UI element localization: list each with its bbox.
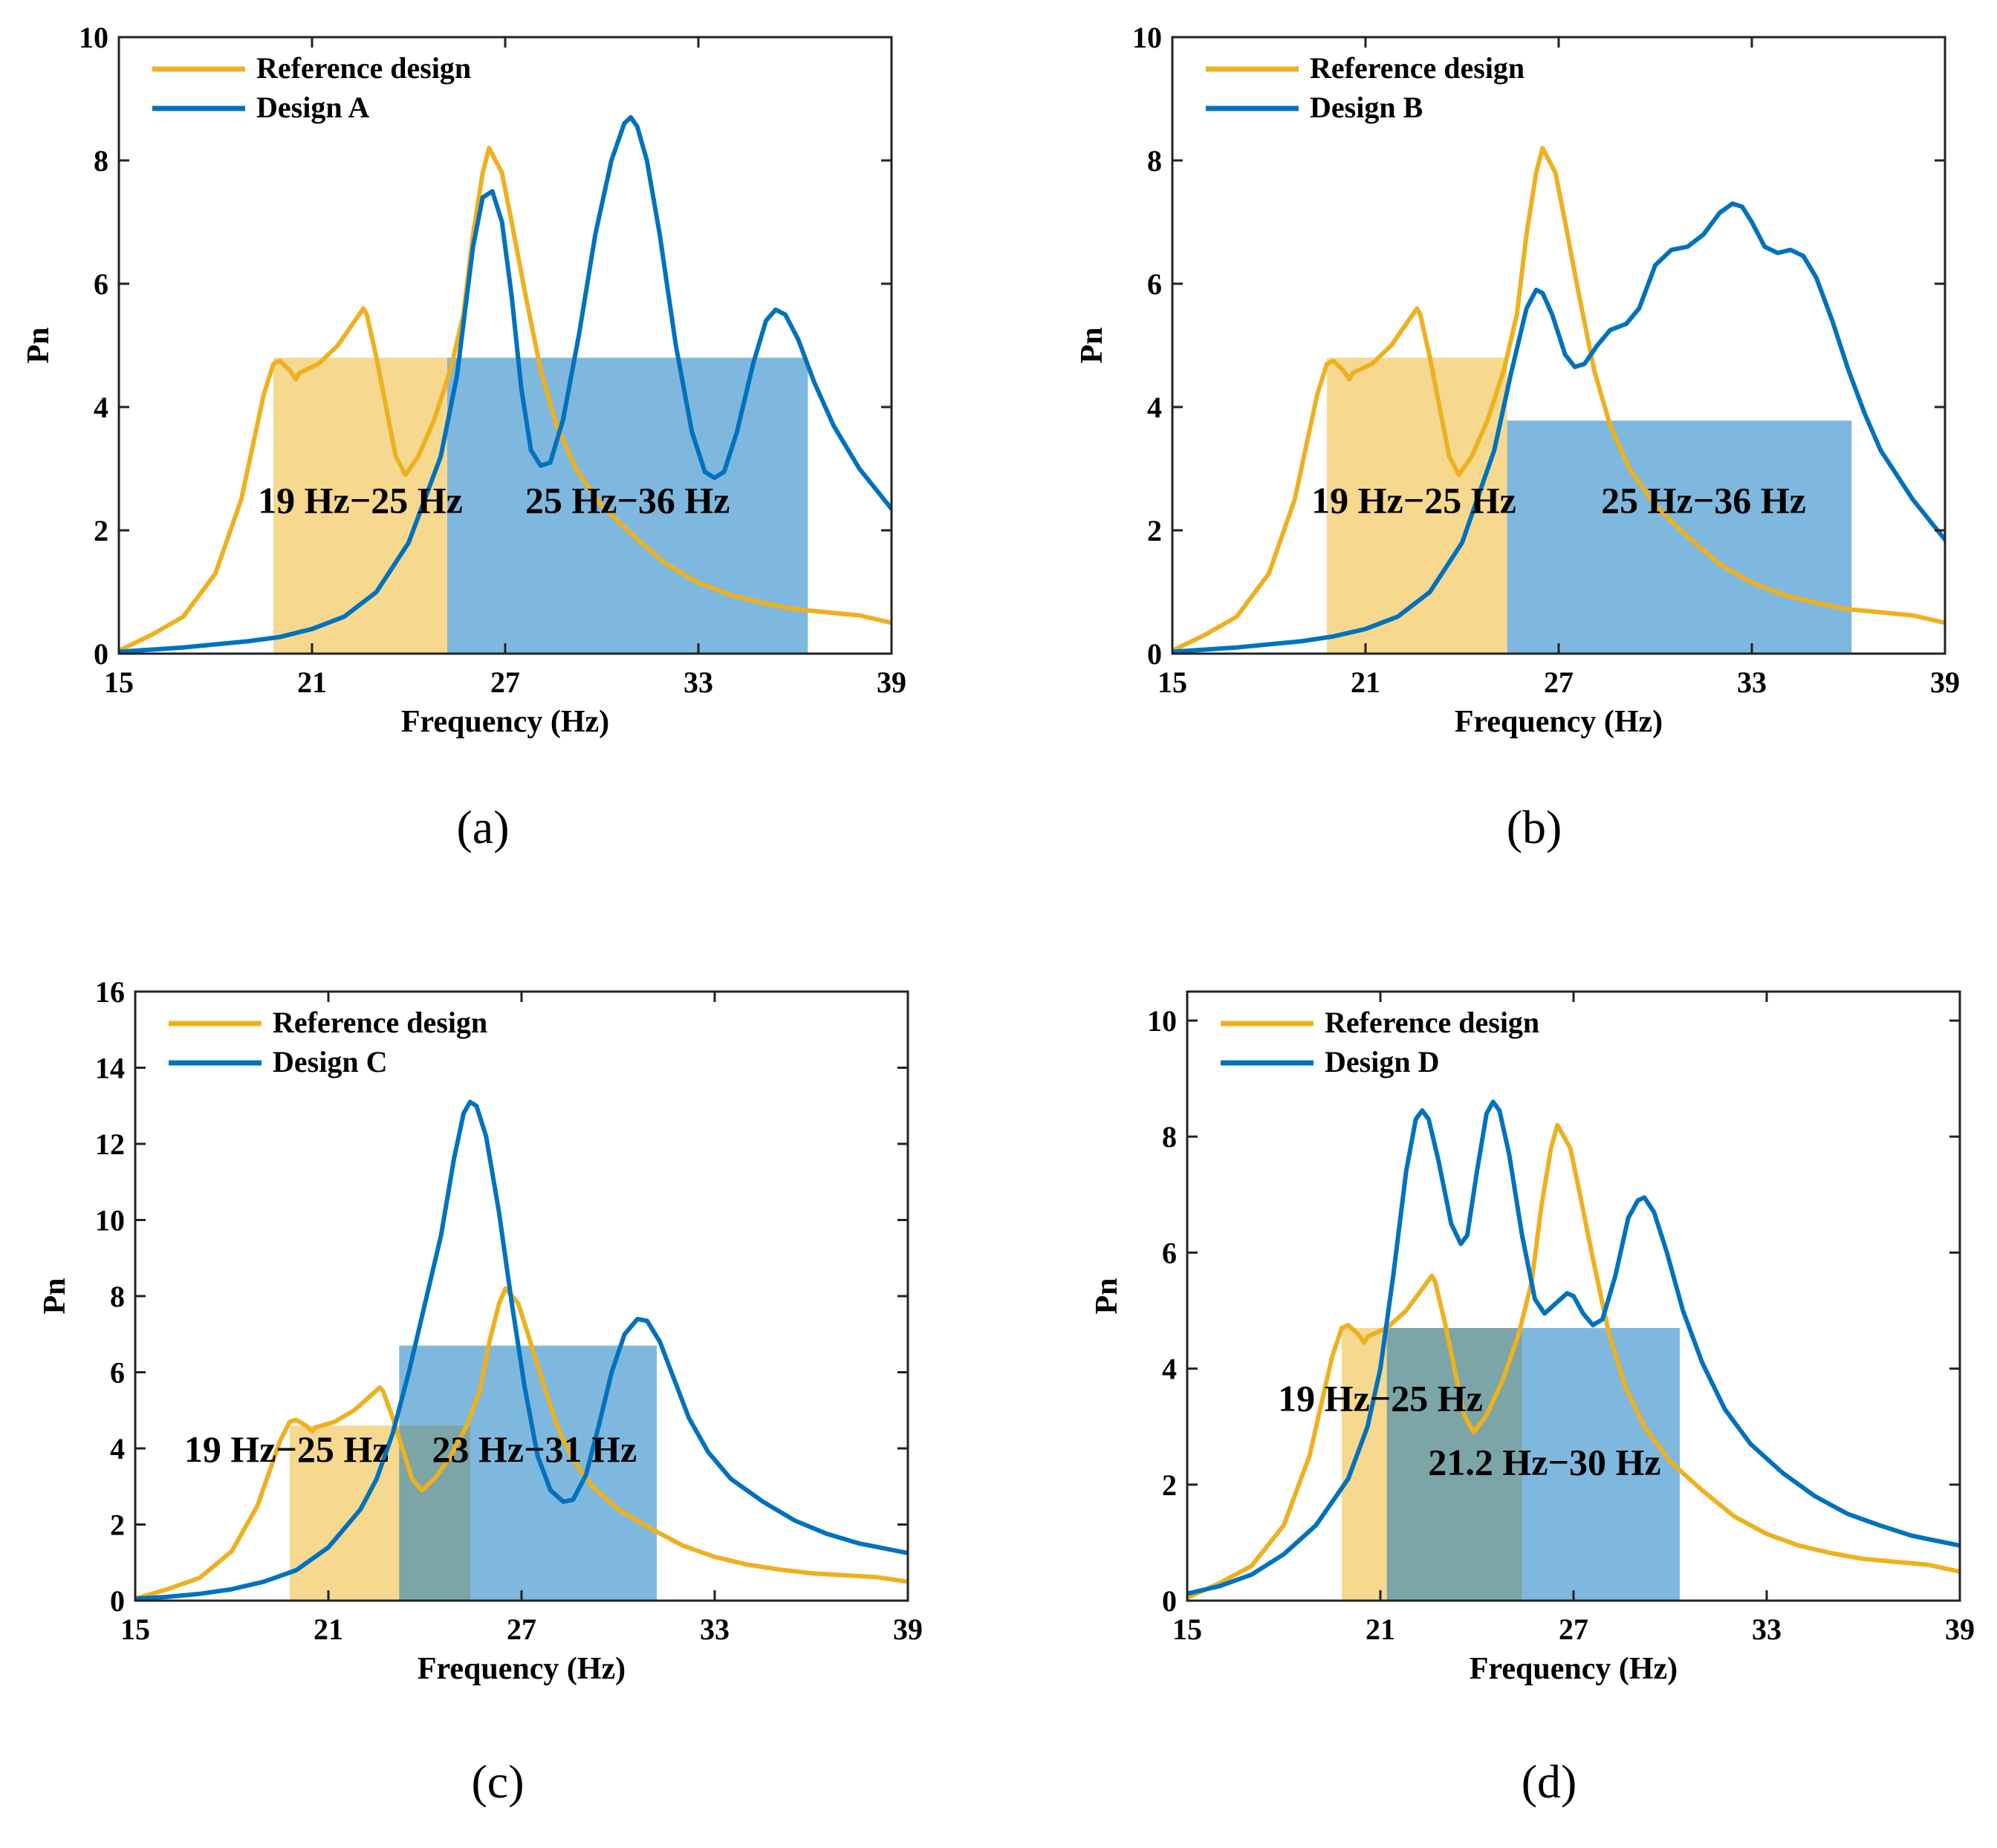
x-tick-label: 39 bbox=[893, 1613, 923, 1646]
band-annotation: 19 Hz−25 Hz bbox=[258, 480, 463, 521]
band-annotation: 25 Hz−36 Hz bbox=[525, 480, 730, 521]
band-design bbox=[399, 1345, 657, 1601]
x-axis-label: Frequency (Hz) bbox=[401, 705, 609, 739]
x-tick-label: 39 bbox=[877, 666, 906, 699]
band-annotation: 23 Hz−31 Hz bbox=[432, 1428, 637, 1470]
legend-label: Design B bbox=[1310, 91, 1423, 124]
y-tick-label: 6 bbox=[110, 1356, 125, 1390]
panel-caption: (a) bbox=[456, 801, 509, 853]
panel-caption: (c) bbox=[471, 1755, 524, 1808]
y-tick-label: 10 bbox=[1147, 1004, 1177, 1038]
x-tick-label: 33 bbox=[683, 666, 713, 699]
legend-label: Reference design bbox=[256, 51, 471, 85]
band-design bbox=[447, 357, 808, 654]
x-tick-label: 27 bbox=[1559, 1613, 1588, 1646]
series-line-design bbox=[135, 1099, 908, 1601]
legend-label: Reference design bbox=[1310, 51, 1524, 85]
y-tick-label: 6 bbox=[1147, 267, 1162, 301]
legend-label: Design D bbox=[1325, 1045, 1439, 1078]
y-tick-label: 0 bbox=[94, 637, 108, 671]
y-tick-label: 10 bbox=[1132, 21, 1162, 54]
x-tick-label: 33 bbox=[1752, 1613, 1782, 1646]
chart-panel-a: 15 21 27 33 39 0 2 4 6 8 10 Frequency (Hz) Pn Referen… bbox=[22, 21, 906, 853]
panel-caption: (b) bbox=[1507, 801, 1562, 853]
y-axis-label: Pn bbox=[38, 1278, 72, 1314]
y-tick-label: 8 bbox=[1147, 144, 1162, 178]
y-tick-label: 10 bbox=[79, 21, 108, 54]
x-tick-label: 15 bbox=[1157, 666, 1187, 699]
band-annotation: 19 Hz−25 Hz bbox=[1311, 480, 1516, 521]
y-tick-label: 10 bbox=[95, 1204, 125, 1237]
band-annotation: 21.2 Hz−30 Hz bbox=[1428, 1442, 1660, 1483]
legend-label: Design C bbox=[273, 1045, 387, 1078]
x-tick-label: 39 bbox=[1945, 1613, 1975, 1646]
x-tick-label: 21 bbox=[297, 666, 327, 699]
x-tick-label: 15 bbox=[1172, 1613, 1202, 1646]
band-annotation: 19 Hz−25 Hz bbox=[184, 1428, 389, 1470]
x-axis-label: Frequency (Hz) bbox=[1455, 705, 1663, 739]
y-tick-label: 16 bbox=[95, 975, 125, 1009]
y-tick-label: 4 bbox=[110, 1432, 125, 1465]
y-axis-label: Pn bbox=[22, 327, 56, 363]
y-tick-label: 2 bbox=[94, 514, 108, 547]
y-tick-label: 14 bbox=[95, 1052, 125, 1085]
y-tick-label: 12 bbox=[95, 1128, 125, 1161]
y-tick-label: 0 bbox=[1162, 1584, 1177, 1618]
y-axis-label: Pn bbox=[1075, 327, 1109, 363]
y-tick-label: 8 bbox=[110, 1280, 125, 1313]
y-tick-label: 2 bbox=[1147, 514, 1162, 547]
x-tick-label: 39 bbox=[1930, 666, 1960, 699]
legend-label: Design A bbox=[256, 91, 369, 124]
x-tick-label: 27 bbox=[507, 1613, 536, 1646]
series-line-design bbox=[1172, 201, 1945, 654]
y-tick-label: 6 bbox=[94, 267, 108, 301]
series-line-reference bbox=[1187, 1122, 1960, 1601]
y-tick-label: 6 bbox=[1162, 1236, 1177, 1269]
y-tick-label: 0 bbox=[110, 1584, 125, 1618]
x-axis-label: Frequency (Hz) bbox=[1470, 1652, 1678, 1686]
legend-label: Reference design bbox=[273, 1006, 487, 1039]
x-tick-label: 27 bbox=[490, 666, 520, 699]
band-design bbox=[1507, 420, 1852, 654]
y-tick-label: 4 bbox=[94, 391, 108, 424]
x-tick-label: 33 bbox=[700, 1613, 730, 1646]
x-tick-label: 33 bbox=[1737, 666, 1767, 699]
series-line-reference bbox=[135, 1286, 908, 1601]
y-tick-label: 8 bbox=[94, 144, 108, 178]
y-tick-label: 8 bbox=[1162, 1120, 1177, 1154]
band-annotation: 25 Hz−36 Hz bbox=[1601, 480, 1806, 521]
x-axis-label: Frequency (Hz) bbox=[418, 1652, 626, 1686]
chart-panel-c: 15 21 27 33 39 0 2 4 6 8 10 12 14 16 Frequency (Hz) Pn R… bbox=[38, 975, 923, 1808]
x-tick-label: 15 bbox=[104, 666, 134, 699]
panel-caption: (d) bbox=[1522, 1755, 1577, 1808]
y-tick-label: 2 bbox=[1162, 1468, 1177, 1502]
x-tick-label: 21 bbox=[1366, 1613, 1395, 1646]
series-line-reference bbox=[1172, 146, 1945, 653]
y-tick-label: 4 bbox=[1162, 1353, 1177, 1386]
chart-panel-d: 15 21 27 33 39 0 2 4 6 8 10 Frequency (Hz) Pn Referen… bbox=[1090, 990, 1975, 1808]
series-line-design bbox=[1187, 1099, 1960, 1596]
y-tick-label: 4 bbox=[1147, 391, 1162, 424]
band-annotation: 19 Hz−25 Hz bbox=[1278, 1378, 1483, 1419]
y-tick-label: 0 bbox=[1147, 637, 1162, 671]
legend-label: Reference design bbox=[1325, 1006, 1539, 1039]
x-tick-label: 15 bbox=[120, 1613, 150, 1646]
x-tick-label: 21 bbox=[314, 1613, 343, 1646]
x-tick-label: 21 bbox=[1351, 666, 1380, 699]
y-tick-label: 2 bbox=[110, 1509, 125, 1542]
series-line-reference bbox=[119, 146, 892, 653]
chart-panel-b: 15 21 27 33 39 0 2 4 6 8 10 Frequency (Hz) Pn Referen… bbox=[1075, 21, 1960, 853]
band-design bbox=[1386, 1327, 1680, 1601]
x-tick-label: 27 bbox=[1544, 666, 1574, 699]
y-axis-label: Pn bbox=[1090, 1278, 1124, 1314]
series-line-design bbox=[119, 114, 892, 654]
